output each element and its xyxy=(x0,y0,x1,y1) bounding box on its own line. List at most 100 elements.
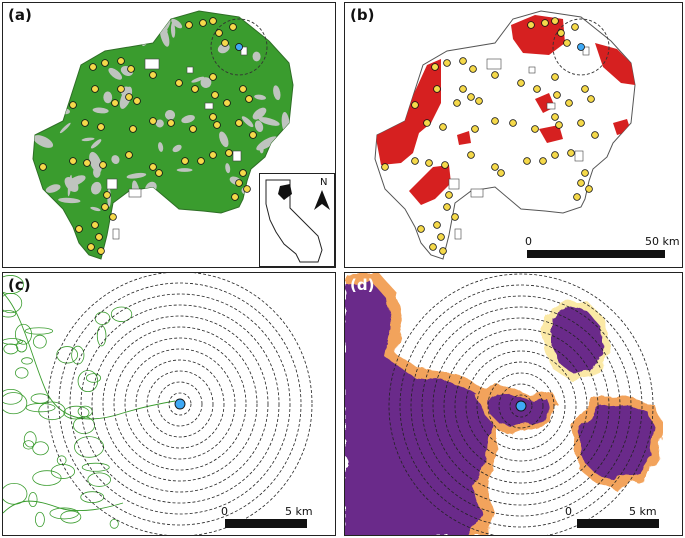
study-site-marker xyxy=(491,117,499,125)
fire-patch-small xyxy=(457,131,471,145)
non-forest-patch xyxy=(191,76,205,83)
forest-outline-line xyxy=(3,292,176,514)
study-site-marker xyxy=(191,85,199,93)
study-site-marker xyxy=(541,19,549,27)
non-forest-patch xyxy=(164,109,176,120)
buffer-ring xyxy=(410,295,632,517)
study-site-marker xyxy=(491,71,499,79)
non-forest-patch xyxy=(103,91,113,104)
forest-outline-patch xyxy=(25,403,56,413)
study-site-marker xyxy=(451,213,459,221)
study-site-marker xyxy=(125,151,133,159)
forest-outline-patch xyxy=(60,510,82,524)
forest-outline-patch xyxy=(30,393,50,404)
non-forest-patch xyxy=(252,51,261,62)
buffer-ring xyxy=(498,383,544,429)
non-forest-patch xyxy=(241,116,254,128)
buffer-ring xyxy=(47,273,313,535)
forest-outline-patch xyxy=(34,511,45,528)
study-site-marker xyxy=(125,93,133,101)
study-site-marker xyxy=(69,157,77,165)
private-land-hole xyxy=(106,178,118,190)
study-site-marker xyxy=(553,91,561,99)
study-site-marker xyxy=(117,57,125,65)
study-site-marker xyxy=(81,119,89,127)
buffer-ring xyxy=(487,372,555,440)
study-site-marker xyxy=(587,95,595,103)
study-site-marker xyxy=(181,157,189,165)
study-site-marker xyxy=(209,17,217,25)
forest-outline-patch xyxy=(80,491,105,503)
buffer-forest-canvas xyxy=(3,273,313,535)
non-forest-patch xyxy=(59,122,71,134)
study-site-marker xyxy=(439,247,447,255)
forest-outline-patch xyxy=(3,310,17,318)
severity-southeast-core xyxy=(579,405,655,481)
buffer-ring xyxy=(124,348,236,460)
non-forest-patch xyxy=(225,163,231,174)
forest-outline-patch xyxy=(56,346,79,364)
study-sites xyxy=(381,17,599,255)
fire-patch-west xyxy=(375,59,441,165)
scale-bar-end-label: 5 km xyxy=(629,505,657,518)
forest-outlines xyxy=(3,275,176,529)
study-site-marker xyxy=(91,85,99,93)
study-site-marker xyxy=(551,17,559,25)
study-site-marker xyxy=(197,157,205,165)
scale-bar-zero-label: 0 xyxy=(565,505,572,518)
study-site-marker xyxy=(591,131,599,139)
study-site-marker xyxy=(235,119,243,127)
study-site-marker xyxy=(189,125,197,133)
study-site-marker xyxy=(469,65,477,73)
study-site-marker xyxy=(523,157,531,165)
non-forest-patch xyxy=(171,18,183,29)
buffer-ring xyxy=(135,359,225,449)
non-forest-patch xyxy=(108,67,123,80)
forest-outline-patch xyxy=(24,327,54,335)
study-site-marker xyxy=(411,101,419,109)
focal-site-marker xyxy=(174,398,186,410)
forest-outline-patch xyxy=(38,401,66,421)
study-site-marker xyxy=(585,185,593,193)
study-site-marker xyxy=(229,23,237,31)
non-forest-patch xyxy=(219,131,229,148)
non-forest-patch xyxy=(252,107,267,120)
study-site-marker xyxy=(423,119,431,127)
study-site-marker xyxy=(211,91,219,99)
non-forest-patch xyxy=(53,44,66,57)
buffer-ring xyxy=(157,381,203,427)
north-arrow-icon xyxy=(314,190,330,210)
study-site-marker xyxy=(433,221,441,229)
non-forest-patch xyxy=(176,168,193,172)
non-forest-patch xyxy=(158,142,164,152)
study-site-marker xyxy=(539,157,547,165)
study-site-marker xyxy=(517,79,525,87)
study-site-marker xyxy=(555,121,563,129)
buffer-ring xyxy=(421,306,621,506)
study-site-marker xyxy=(133,97,141,105)
study-site-marker xyxy=(129,125,137,133)
forest-outline-patch xyxy=(23,431,37,448)
forest-outline-patch xyxy=(33,334,47,349)
non-forest-patch xyxy=(52,83,68,93)
study-site-marker xyxy=(433,85,441,93)
study-site-marker xyxy=(69,101,77,109)
non-forest-patch xyxy=(53,30,65,37)
study-site-marker xyxy=(39,163,47,171)
non-forest-patch xyxy=(75,11,83,27)
non-forest-patch xyxy=(64,176,79,193)
buffer-ring xyxy=(432,317,610,495)
study-site-marker xyxy=(467,151,475,159)
scale-bar-end-label: 5 km xyxy=(285,505,313,518)
private-land-hole xyxy=(448,178,460,190)
buffer-ring xyxy=(102,326,258,482)
buffer-rings xyxy=(388,273,654,535)
fire-map-canvas xyxy=(374,10,665,260)
non-forest-patch xyxy=(33,135,54,148)
study-site-marker xyxy=(581,85,589,93)
study-site-marker xyxy=(459,57,467,65)
fire-perimeters xyxy=(375,15,635,205)
private-land-hole xyxy=(232,150,242,162)
non-forest-patch xyxy=(254,94,266,100)
non-forest-patch xyxy=(111,155,120,165)
